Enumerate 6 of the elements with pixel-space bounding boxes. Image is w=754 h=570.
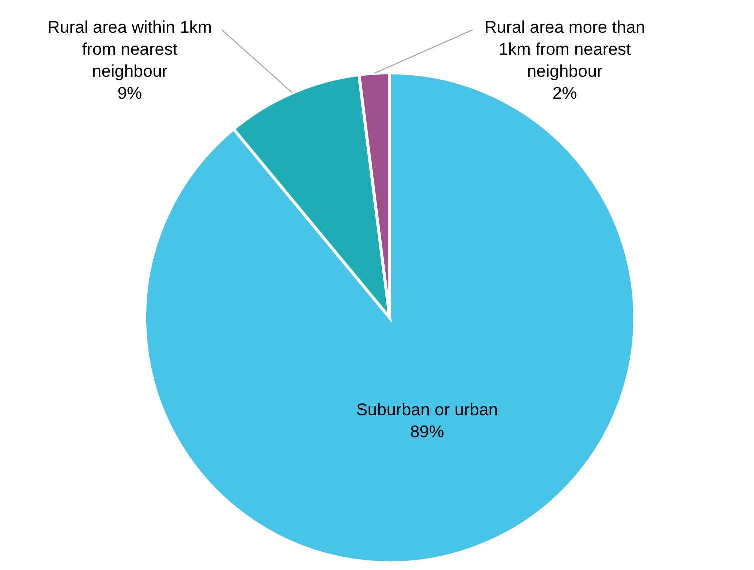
- slice-label: Rural area within 1km from nearest neighbour: [48, 18, 212, 81]
- slice-label: Rural area more than 1km from nearest neighbour: [484, 18, 646, 81]
- slice-label: Suburban or urban: [356, 400, 498, 420]
- data-label: 89%: [410, 422, 444, 442]
- data-label: 9%: [118, 84, 142, 103]
- data-label: 2%: [552, 84, 578, 103]
